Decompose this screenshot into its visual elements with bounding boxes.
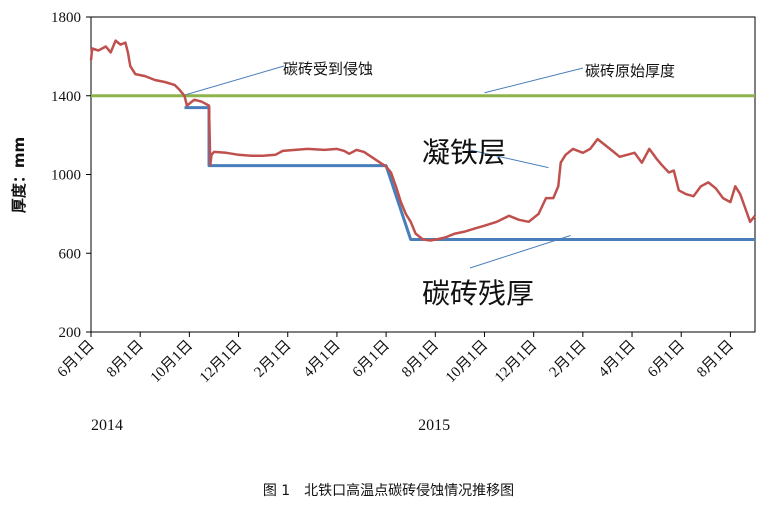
year-label: 2015 bbox=[418, 417, 450, 434]
x-tick-label: 8月1日 bbox=[104, 338, 147, 381]
x-tick-label: 6月1日 bbox=[55, 338, 98, 381]
y-tick-label: 1400 bbox=[51, 89, 81, 105]
y-tick-label: 1800 bbox=[51, 10, 81, 26]
annotation-leader bbox=[469, 149, 549, 169]
x-axis: 6月1日 8月1日 10月1日 12月1日 2月1日 4月1日 6月1日 8月1日 10月1日 1… bbox=[55, 332, 737, 386]
x-tick-label: 6月1日 bbox=[350, 338, 393, 381]
y-tick-label: 200 bbox=[59, 325, 82, 341]
annotation-label: 碳砖残厚 bbox=[422, 277, 534, 310]
x-tick-label: 12月1日 bbox=[492, 338, 540, 386]
x-tick-label: 12月1日 bbox=[197, 338, 245, 386]
x-tick-label: 10月1日 bbox=[148, 338, 196, 386]
y-axis-label: 厚度：mm bbox=[10, 137, 28, 213]
x-tick-label: 4月1日 bbox=[596, 338, 639, 381]
y-tick-label: 1000 bbox=[51, 168, 81, 184]
series-line-2 bbox=[89, 39, 756, 242]
x-tick-label: 6月1日 bbox=[645, 338, 688, 381]
y-tick-label: 600 bbox=[59, 246, 82, 262]
x-tick-label: 8月1日 bbox=[399, 338, 442, 381]
annotation-label: 碳砖受到侵蚀 bbox=[283, 60, 373, 78]
year-label: 2014 bbox=[91, 417, 123, 434]
y-axis: 200 600 1000 1400 1800 bbox=[51, 10, 91, 341]
series-line-1 bbox=[184, 106, 755, 241]
annotation-leader bbox=[484, 67, 584, 94]
x-tick-label: 10月1日 bbox=[443, 338, 491, 386]
figure-caption: 图 1 北铁口高温点碳砖侵蚀情况推移图 bbox=[262, 483, 515, 499]
annotation-leader bbox=[185, 65, 285, 96]
series-layer bbox=[89, 39, 756, 242]
year-labels: 2014 2015 bbox=[91, 417, 450, 434]
x-tick-label: 4月1日 bbox=[301, 338, 344, 381]
x-tick-label: 2月1日 bbox=[251, 338, 294, 381]
x-tick-label: 2月1日 bbox=[547, 338, 590, 381]
x-tick-label: 8月1日 bbox=[694, 338, 737, 381]
annotation-leader bbox=[469, 235, 571, 269]
annotation-label: 凝铁层 bbox=[422, 136, 506, 169]
annotation-label: 碳砖原始厚度 bbox=[585, 62, 675, 80]
